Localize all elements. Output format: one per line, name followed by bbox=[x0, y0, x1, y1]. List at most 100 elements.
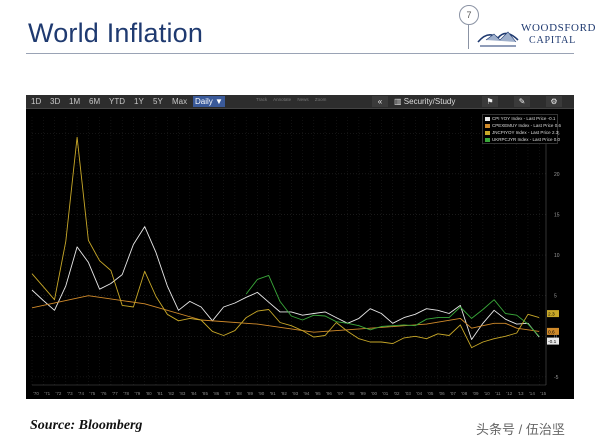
chart-icon: ▥ bbox=[394, 97, 404, 106]
page-number: 7 bbox=[459, 5, 479, 25]
x-tick-label: '92 bbox=[281, 391, 287, 396]
end-value-badge bbox=[547, 327, 559, 335]
eurozone-core-line bbox=[31, 295, 540, 333]
x-tick-label: '06 bbox=[439, 391, 445, 396]
x-tick-label: '70 bbox=[33, 391, 39, 396]
x-tick-label: '76 bbox=[101, 391, 107, 396]
watermark: 头条号 / 伍治坚 bbox=[476, 422, 565, 437]
inflation-line-chart: 2520151050-5'70'71'72'73'74'75'76'77'78'… bbox=[31, 117, 560, 396]
timeframe-3d[interactable]: 3D bbox=[50, 97, 61, 106]
y-tick-label: 15 bbox=[554, 212, 560, 218]
x-tick-label: '84 bbox=[191, 391, 197, 396]
logo-text-line2: CAPITAL bbox=[529, 35, 577, 46]
legend-label: CPEXEMUY Index - Last Price 0.6 bbox=[492, 123, 561, 128]
x-tick-label: '89 bbox=[247, 391, 253, 396]
x-tick-label: '88 bbox=[236, 391, 242, 396]
page-title: World Inflation bbox=[28, 18, 204, 48]
period-select[interactable]: Daily ▼ bbox=[193, 96, 225, 107]
x-tick-label: '91 bbox=[270, 391, 276, 396]
tool-track[interactable]: Track bbox=[256, 97, 268, 102]
x-tick-label: '82 bbox=[168, 391, 174, 396]
x-tick-label: '93 bbox=[292, 391, 298, 396]
flag-button[interactable]: ⚑ bbox=[482, 96, 498, 107]
x-tick-label: '78 bbox=[123, 391, 129, 396]
x-tick-label: '90 bbox=[258, 391, 264, 396]
chart-legend: CPI YOY Index - Last Price -0.1 CPEXEMUY … bbox=[482, 114, 561, 144]
x-tick-label: '79 bbox=[134, 391, 140, 396]
legend-label: UKRPCJYR Index - Last Price 0.0 bbox=[492, 137, 561, 142]
legend-entry: UKRPCJYR Index - Last Price 0.0 bbox=[483, 136, 561, 143]
tool-zoom[interactable]: Zoom bbox=[314, 97, 327, 102]
security-study-button[interactable]: ▥ Security/Study bbox=[394, 96, 455, 107]
x-tick-label: '98 bbox=[349, 391, 355, 396]
x-tick-label: '01 bbox=[382, 391, 388, 396]
x-tick-label: '11 bbox=[495, 391, 501, 396]
collapse-button[interactable]: « bbox=[372, 96, 388, 107]
x-tick-label: '03 bbox=[405, 391, 411, 396]
cpi-us-line bbox=[31, 226, 540, 340]
x-tick-label: '71 bbox=[44, 391, 50, 396]
x-tick-label: '13 bbox=[518, 391, 524, 396]
source-note: Source: Bloomberg bbox=[30, 418, 143, 433]
x-tick-label: '75 bbox=[89, 391, 95, 396]
x-tick-label: '97 bbox=[337, 391, 343, 396]
tool-annotate[interactable]: Annotate bbox=[273, 97, 292, 102]
x-tick-label: '08 bbox=[461, 391, 467, 396]
timeframe-5y[interactable]: 5Y bbox=[153, 97, 163, 106]
y-tick-label: 5 bbox=[554, 294, 557, 300]
legend-entry: JNCPIYOY Index - Last Price 2.3 bbox=[483, 129, 559, 136]
y-tick-label: -5 bbox=[554, 375, 559, 381]
x-tick-label: '95 bbox=[315, 391, 321, 396]
x-tick-label: '09 bbox=[473, 391, 479, 396]
timeframe-max[interactable]: Max bbox=[172, 97, 188, 106]
y-tick-label: 20 bbox=[554, 172, 560, 178]
tool-news[interactable]: News bbox=[297, 97, 309, 102]
x-tick-label: '07 bbox=[450, 391, 456, 396]
x-tick-label: '86 bbox=[213, 391, 219, 396]
logo-divider bbox=[468, 25, 469, 49]
flag-icon: ⚑ bbox=[486, 97, 494, 106]
end-value-label: -0.1 bbox=[548, 339, 557, 345]
x-tick-label: '14 bbox=[529, 391, 535, 396]
x-tick-label: '87 bbox=[225, 391, 231, 396]
x-tick-label: '83 bbox=[180, 391, 186, 396]
x-tick-label: '99 bbox=[360, 391, 366, 396]
timeframe-1y[interactable]: 1Y bbox=[134, 97, 144, 106]
legend-swatch bbox=[485, 116, 490, 121]
timeframe-6m[interactable]: 6M bbox=[89, 97, 101, 106]
x-tick-label: '80 bbox=[146, 391, 152, 396]
x-tick-label: '96 bbox=[326, 391, 332, 396]
japan-cpi-line bbox=[31, 136, 540, 349]
legend-swatch bbox=[485, 130, 490, 135]
x-tick-label: '85 bbox=[202, 391, 208, 396]
edit-icon: ✎ bbox=[518, 97, 526, 106]
end-value-badge bbox=[547, 337, 559, 345]
timeframe-ytd[interactable]: YTD bbox=[109, 97, 125, 106]
y-tick-label: 10 bbox=[554, 253, 560, 259]
x-tick-label: '00 bbox=[371, 391, 377, 396]
end-value-badge bbox=[547, 310, 559, 318]
timeframe-1m[interactable]: 1M bbox=[69, 97, 81, 106]
y-tick-label: 0 bbox=[554, 334, 557, 340]
x-tick-label: '12 bbox=[506, 391, 512, 396]
logo-text-line1: WOODSFORD bbox=[521, 22, 597, 34]
legend-swatch bbox=[485, 137, 490, 142]
settings-button[interactable]: ⚙ bbox=[546, 96, 562, 107]
end-value-label: 0.6 bbox=[548, 329, 555, 335]
x-tick-label: '15 bbox=[540, 391, 546, 396]
x-tick-label: '74 bbox=[78, 391, 84, 396]
x-tick-label: '04 bbox=[416, 391, 422, 396]
timeframe-1d[interactable]: 1D bbox=[31, 97, 42, 106]
title-divider bbox=[26, 53, 574, 54]
bloomberg-chart-window: 1D 3D 1M 6M YTD 1Y 5Y Max Daily ▼ Track … bbox=[26, 95, 574, 399]
x-tick-label: '81 bbox=[157, 391, 163, 396]
security-study-label: Security/Study bbox=[403, 97, 456, 106]
legend-swatch bbox=[485, 123, 490, 128]
legend-entry: CPI YOY Index - Last Price -0.1 bbox=[483, 115, 557, 122]
legend-label: JNCPIYOY Index - Last Price 2.3 bbox=[492, 130, 559, 135]
x-tick-label: '72 bbox=[56, 391, 62, 396]
end-value-label: 2.3 bbox=[548, 312, 555, 318]
edit-button[interactable]: ✎ bbox=[514, 96, 530, 107]
x-tick-label: '05 bbox=[428, 391, 434, 396]
legend-entry: CPEXEMUY Index - Last Price 0.6 bbox=[483, 122, 561, 129]
